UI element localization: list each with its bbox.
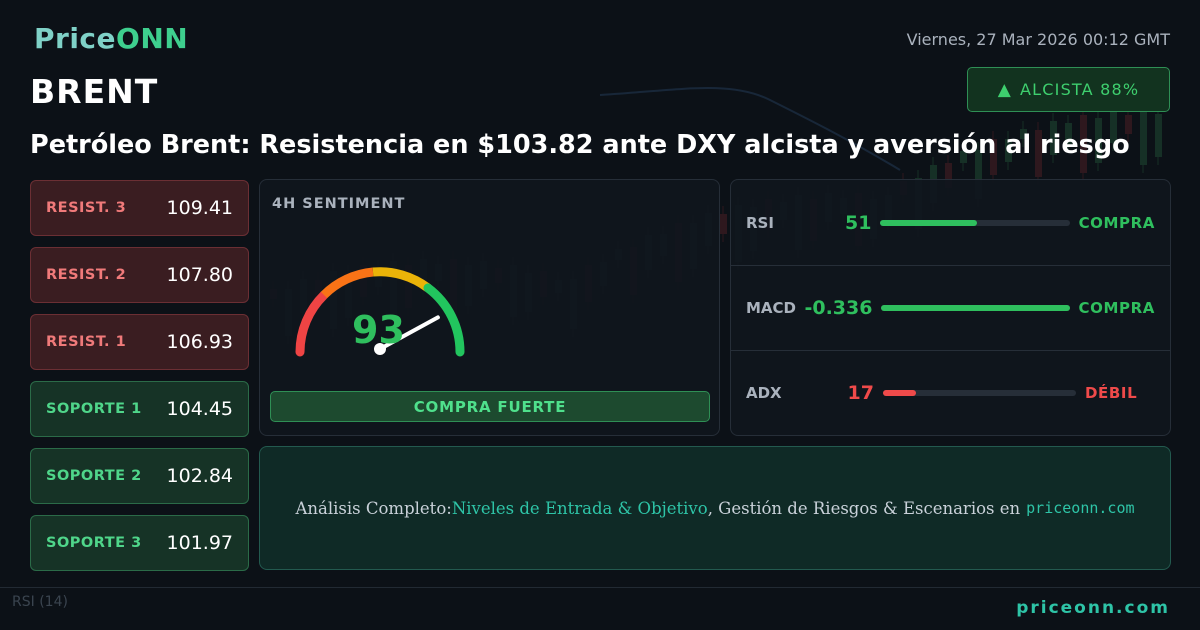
gauge-arc-yellow	[372, 267, 431, 292]
cta-site-link[interactable]: priceonn.com	[1026, 499, 1135, 517]
sentiment-verdict: COMPRA FUERTE	[270, 391, 710, 422]
cta-highlight: Niveles de Entrada & Objetivo	[451, 498, 708, 518]
cta-banner[interactable]: Análisis Completo: Niveles de Entrada & …	[259, 446, 1171, 570]
gauge-arc-orange	[320, 267, 374, 299]
sentiment-title: 4H SENTIMENT	[272, 196, 406, 212]
indicator-status: DÉBIL	[1085, 384, 1138, 402]
level-resistance-3: RESIST. 3 109.41	[30, 180, 249, 236]
sentiment-score: 93	[352, 308, 405, 352]
indicator-row-adx: ADX 17 DÉBIL	[731, 350, 1170, 435]
indicator-track	[880, 219, 1070, 226]
bg-candle-body	[1125, 115, 1132, 134]
sentiment-gauge	[295, 267, 465, 357]
footer-url[interactable]: priceonn.com	[1016, 598, 1170, 618]
bg-candle-body	[1140, 109, 1147, 165]
indicator-status: COMPRA	[1078, 299, 1155, 317]
indicator-fill	[883, 390, 916, 396]
indicators-panel: RSI 51 COMPRA MACD -0.336 COMPRA ADX 17 …	[730, 179, 1171, 436]
trend-badge: ▲ ALCISTA 88%	[967, 67, 1170, 112]
indicator-fill	[880, 219, 977, 226]
level-support-2: SOPORTE 2 102.84	[30, 448, 249, 504]
indicator-value: 51	[844, 211, 872, 234]
level-support-1: SOPORTE 1 104.45	[30, 381, 249, 437]
indicator-name: RSI	[746, 213, 774, 232]
headline: Petróleo Brent: Resistencia en $103.82 a…	[30, 130, 1130, 160]
footer-divider	[0, 587, 1200, 588]
gauge-arc-red	[295, 290, 329, 357]
bg-candle-body	[1050, 121, 1057, 155]
level-value: 106.93	[166, 331, 233, 353]
level-label: SOPORTE 3	[46, 535, 142, 551]
gauge-needle	[378, 315, 440, 351]
brand-name-part2: ONN	[116, 22, 189, 55]
level-value: 109.41	[166, 197, 233, 219]
level-value: 102.84	[166, 465, 233, 487]
indicator-row-rsi: RSI 51 COMPRA	[731, 180, 1170, 265]
bg-candle-body	[975, 150, 982, 199]
bg-candle-body	[1095, 118, 1102, 163]
indicator-name: ADX	[746, 384, 782, 402]
level-value: 107.80	[166, 264, 233, 286]
indicator-status: COMPRA	[1078, 213, 1156, 232]
bg-candle-body	[1020, 129, 1027, 139]
indicator-value: 17	[847, 382, 874, 404]
timestamp: Viernes, 27 Mar 2026 00:12 GMT	[906, 30, 1170, 49]
cta-middle: , Gestión de Riesgos & Escenarios en	[707, 498, 1021, 518]
brand-logo: PriceONN	[34, 22, 188, 55]
level-label: RESIST. 1	[46, 334, 127, 350]
level-label: SOPORTE 2	[46, 468, 142, 484]
bg-candle-body	[945, 163, 952, 188]
indicator-track	[881, 305, 1070, 311]
level-resistance-1: RESIST. 1 106.93	[30, 314, 249, 370]
bg-candle-body	[1005, 139, 1012, 162]
level-value: 101.97	[166, 532, 233, 554]
cta-text[interactable]: Análisis Completo: Niveles de Entrada & …	[260, 447, 1170, 569]
bg-candle-body	[1155, 114, 1162, 157]
indicator-track	[883, 390, 1076, 396]
gauge-arc-green	[423, 283, 465, 357]
footer-rsi-label: RSI (14)	[12, 594, 68, 610]
levels-list: RESIST. 3 109.41 RESIST. 2 107.80 RESIST…	[30, 180, 249, 582]
level-label: RESIST. 2	[46, 267, 127, 283]
bg-candle-body	[990, 139, 997, 175]
bg-candle-body	[1035, 130, 1042, 177]
level-label: SOPORTE 1	[46, 401, 142, 417]
bg-candle-body	[1110, 111, 1117, 143]
symbol-title: BRENT	[30, 72, 159, 111]
trend-up-icon: ▲	[997, 79, 1013, 100]
bg-candle-body	[960, 151, 967, 163]
level-label: RESIST. 3	[46, 200, 127, 216]
level-resistance-2: RESIST. 2 107.80	[30, 247, 249, 303]
bg-candle-body	[1065, 123, 1072, 144]
brand-name-part1: Price	[34, 22, 117, 55]
indicator-name: MACD	[746, 299, 796, 317]
trend-label: ALCISTA 88%	[1020, 80, 1140, 99]
cta-prefix: Análisis Completo:	[295, 498, 452, 518]
indicator-value: -0.336	[804, 297, 873, 319]
level-support-3: SOPORTE 3 101.97	[30, 515, 249, 571]
bg-candle-body	[720, 214, 727, 234]
bg-candle-body	[1080, 115, 1087, 173]
indicator-fill	[881, 305, 1070, 311]
indicator-row-macd: MACD -0.336 COMPRA	[731, 265, 1170, 350]
level-value: 104.45	[166, 398, 233, 420]
sentiment-panel: 4H SENTIMENT 93 COMPRA FUERTE	[259, 179, 720, 436]
gauge-pivot	[374, 343, 386, 355]
